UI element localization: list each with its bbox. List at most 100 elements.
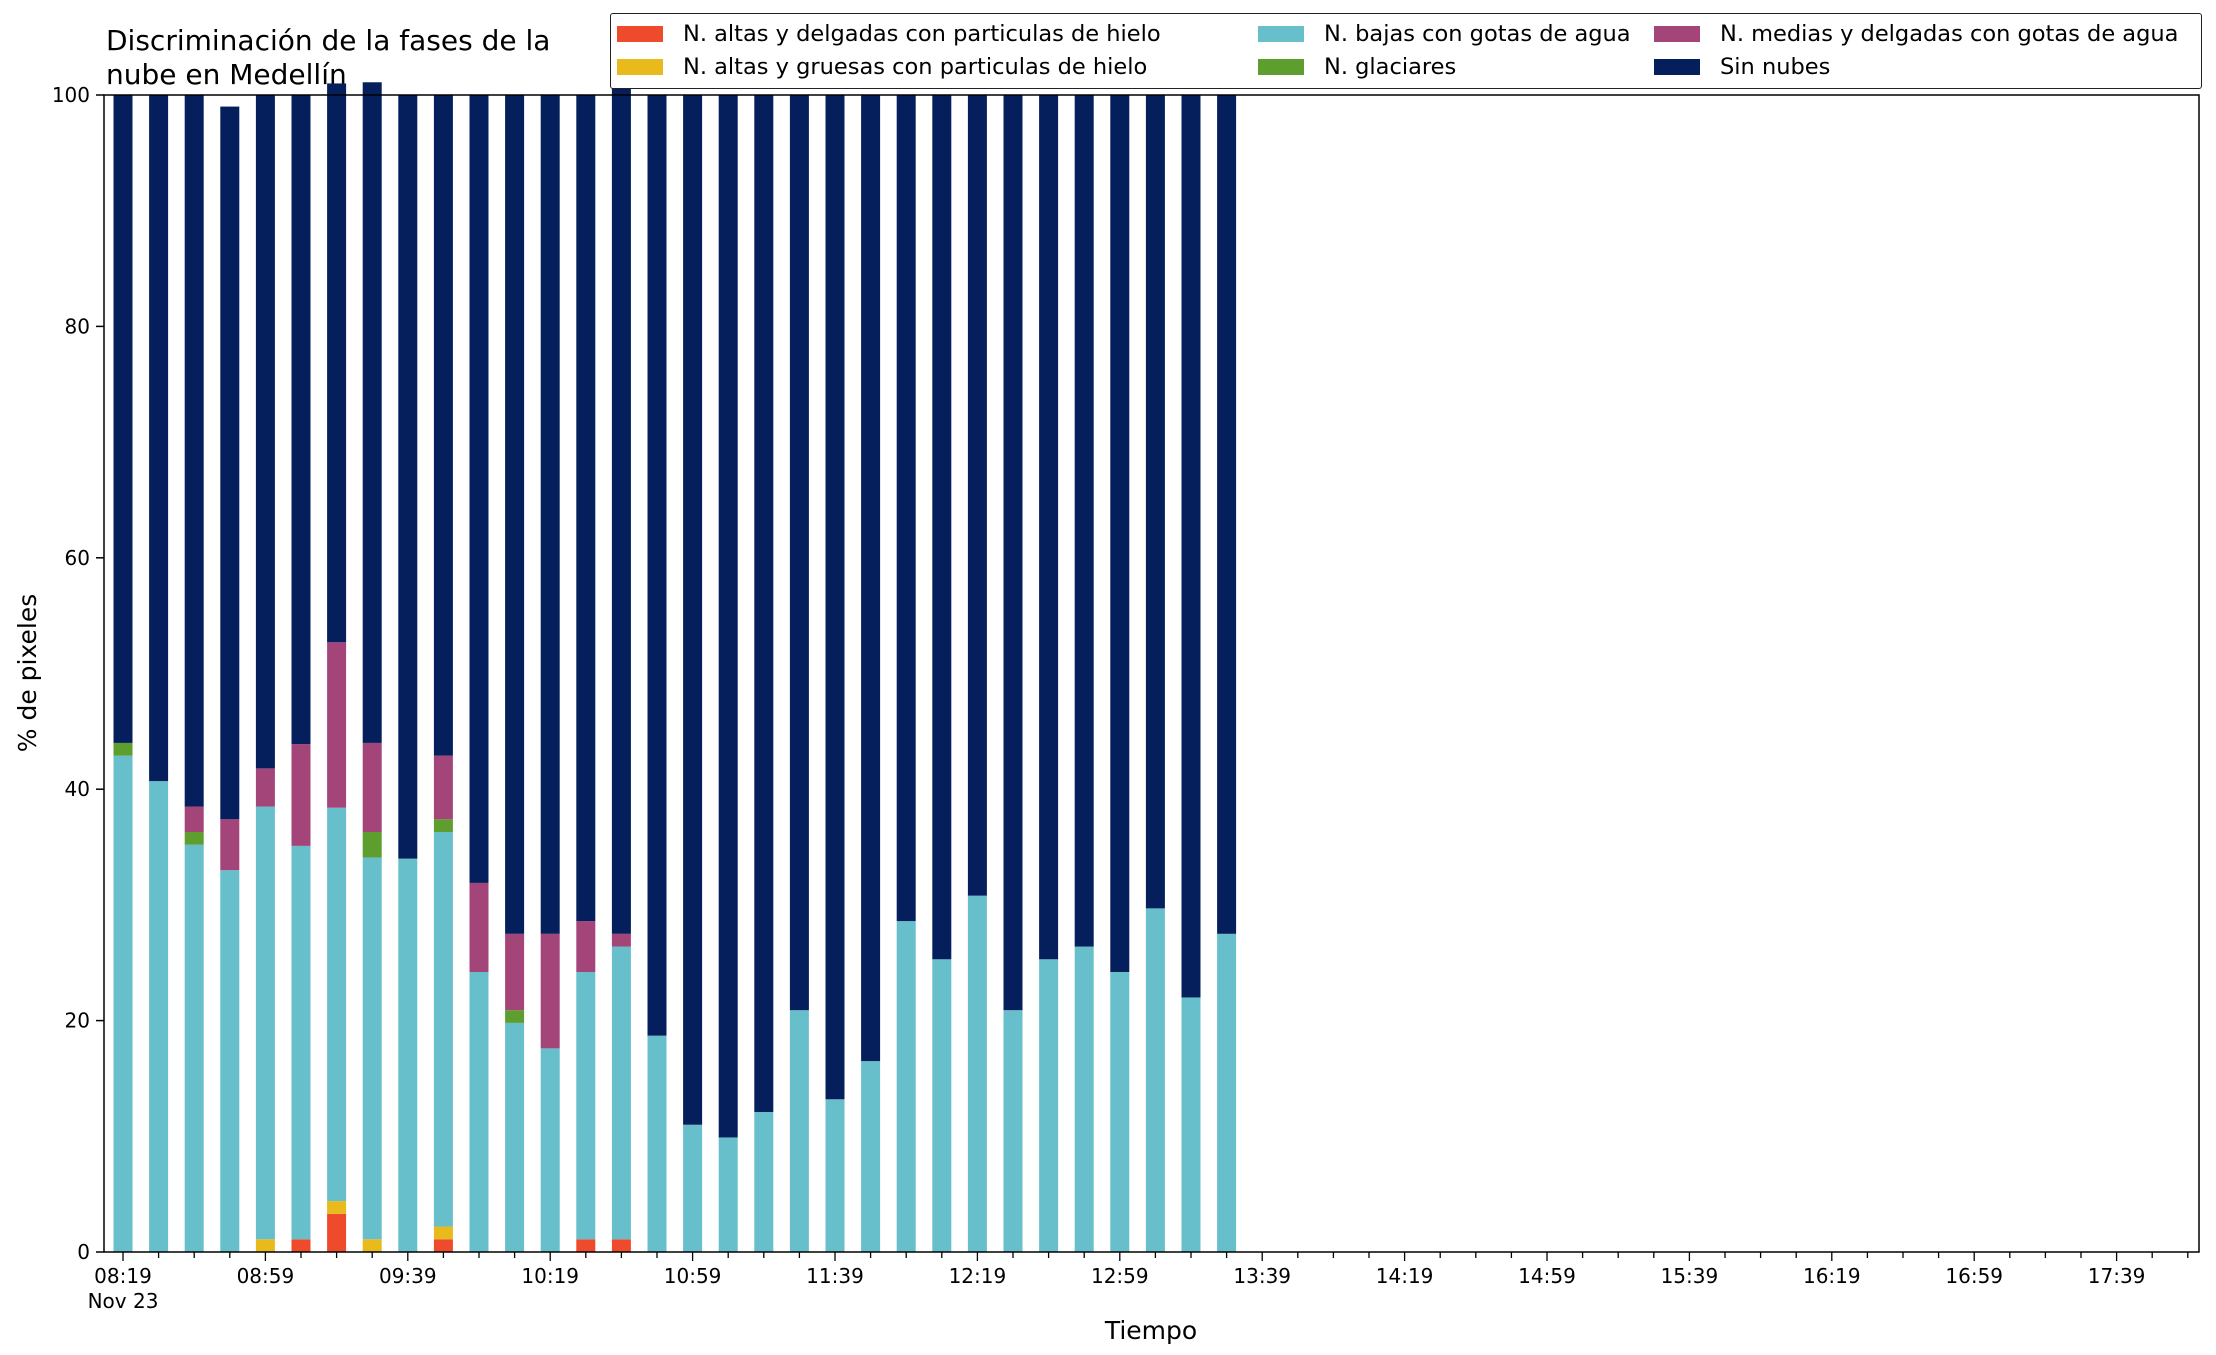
x-tick-label: 09:39 — [379, 1264, 437, 1288]
bar-segment-5-11:39 — [825, 95, 845, 1100]
bar-segment-2-12:49 — [1074, 946, 1094, 1252]
bar-segment-2-09:29 — [362, 857, 382, 1240]
bar-segment-4-08:49 — [220, 819, 240, 871]
bar-segment-2-11:09 — [718, 1137, 738, 1252]
x-tick-label: 17:39 — [2088, 1264, 2146, 1288]
legend-item: N. altas y gruesas con particulas de hie… — [617, 54, 1147, 80]
bar-segment-0-09:19 — [327, 1213, 347, 1252]
bar-segment-2-12:39 — [1039, 959, 1059, 1252]
bar-segment-2-13:09 — [1145, 908, 1165, 1252]
legend-label: N. altas y delgadas con particulas de hi… — [683, 21, 1161, 47]
bar-segment-1-09:29 — [362, 1239, 382, 1252]
x-tick-date-label: Nov 23 — [88, 1289, 159, 1313]
bar-segment-3-09:49 — [433, 819, 453, 833]
legend-swatch — [1654, 59, 1700, 75]
bar-segment-0-09:49 — [433, 1239, 453, 1252]
bar-segment-5-11:19 — [754, 95, 774, 1113]
bar-segment-2-12:29 — [1003, 1010, 1023, 1252]
bar-segment-4-09:19 — [327, 642, 347, 808]
bar-segment-0-10:39 — [611, 1239, 631, 1252]
bar-segment-4-09:49 — [433, 755, 453, 820]
bar-segment-5-13:29 — [1217, 95, 1237, 934]
bar-segment-5-11:49 — [861, 95, 881, 1062]
bar-segment-4-10:39 — [611, 933, 631, 947]
bar-segment-2-12:59 — [1110, 972, 1130, 1252]
bar-segment-3-10:09 — [505, 1010, 525, 1023]
bar-segment-4-09:59 — [469, 882, 489, 973]
x-tick-label: 14:19 — [1376, 1264, 1434, 1288]
plot-frame — [103, 94, 2200, 1253]
bar-segment-5-12:49 — [1074, 95, 1094, 947]
bar-segment-5-11:29 — [789, 95, 809, 1011]
legend-swatch — [1654, 26, 1700, 42]
legend-swatch — [1258, 59, 1304, 75]
bar-segment-2-11:19 — [754, 1112, 774, 1252]
bar-segment-2-10:49 — [647, 1035, 667, 1252]
bar-segment-2-10:59 — [683, 1124, 703, 1252]
bar-segment-5-08:59 — [255, 95, 275, 769]
bar-segment-5-12:39 — [1039, 95, 1059, 960]
x-tick-label: 16:59 — [1945, 1264, 2003, 1288]
bar-segment-5-10:39 — [611, 82, 631, 934]
x-axis: 08:19 08:59 09:39 10:19 10:59 11:39 12:19 12:59… — [88, 1252, 2189, 1313]
title-group: Discriminación de la fases de la nube en… — [106, 24, 550, 91]
legend: N. altas y delgadas con particulas de hi… — [610, 13, 2202, 89]
bar-segment-5-11:59 — [896, 95, 916, 922]
legend-item: N. glaciares — [1258, 54, 1456, 80]
legend-swatch — [1258, 26, 1304, 42]
bar-segment-0-09:09 — [291, 1239, 311, 1252]
bar-segment-1-09:49 — [433, 1226, 453, 1240]
bar-segment-5-09:19 — [327, 83, 347, 643]
bar-segment-1-09:19 — [327, 1201, 347, 1214]
y-tick-label: 80 — [65, 314, 90, 338]
bar-segment-4-09:29 — [362, 742, 382, 833]
y-tick-label: 100 — [52, 83, 90, 107]
y-axis-label: % de pixeles — [13, 594, 42, 752]
bar-segment-4-09:09 — [291, 744, 311, 846]
y-tick-label: 40 — [65, 777, 90, 801]
bar-segment-2-09:49 — [433, 832, 453, 1227]
bar-segment-2-08:39 — [184, 844, 204, 1252]
bar-segment-2-10:39 — [611, 946, 631, 1240]
bar-segment-2-08:29 — [149, 781, 169, 1252]
x-tick-label: 08:59 — [237, 1264, 295, 1288]
x-tick-label: 16:19 — [1803, 1264, 1861, 1288]
bar-segment-2-10:19 — [540, 1048, 560, 1252]
chart-title-line2: nube en Medellín — [106, 58, 347, 91]
bar-segment-2-11:59 — [896, 921, 916, 1252]
bar-segment-5-12:19 — [967, 95, 987, 896]
bar-segment-5-12:09 — [932, 95, 952, 960]
legend-label: N. medias y delgadas con gotas de agua — [1720, 21, 2179, 47]
bar-segment-3-09:29 — [362, 832, 382, 858]
bar-segment-5-10:09 — [505, 95, 525, 934]
x-tick-label: 13:39 — [1233, 1264, 1291, 1288]
bar-segment-5-10:19 — [540, 95, 560, 934]
bar-segment-2-09:19 — [327, 807, 347, 1202]
bar-segment-2-11:29 — [789, 1010, 809, 1252]
bar-segment-5-08:29 — [149, 95, 169, 782]
bar-segment-5-10:59 — [683, 95, 703, 1125]
legend-item: N. altas y delgadas con particulas de hi… — [617, 21, 1161, 47]
x-tick-label: 10:59 — [664, 1264, 722, 1288]
legend-label: N. bajas con gotas de agua — [1324, 21, 1631, 47]
bar-segment-2-08:19 — [113, 755, 133, 1252]
bar-segment-4-08:39 — [184, 806, 204, 833]
bar-segment-2-11:49 — [861, 1061, 881, 1252]
y-tick-label: 60 — [65, 546, 90, 570]
bar-segment-2-09:59 — [469, 972, 489, 1252]
bar-segment-5-12:59 — [1110, 95, 1130, 973]
bar-segment-5-08:19 — [113, 95, 133, 743]
bar-segment-2-09:39 — [398, 858, 418, 1252]
bar-segment-5-10:49 — [647, 95, 667, 1036]
bar-segment-5-10:29 — [576, 95, 596, 922]
chart-title-line1: Discriminación de la fases de la — [106, 24, 550, 57]
bar-segment-5-09:49 — [433, 95, 453, 756]
legend-swatch — [617, 26, 663, 42]
bar-segment-5-09:59 — [469, 95, 489, 883]
x-tick-label: 11:39 — [806, 1264, 864, 1288]
bar-segment-2-08:59 — [255, 806, 275, 1240]
x-tick-label: 12:19 — [949, 1264, 1007, 1288]
x-tick-label: 08:19 — [94, 1264, 152, 1288]
bar-segment-2-12:19 — [967, 895, 987, 1252]
